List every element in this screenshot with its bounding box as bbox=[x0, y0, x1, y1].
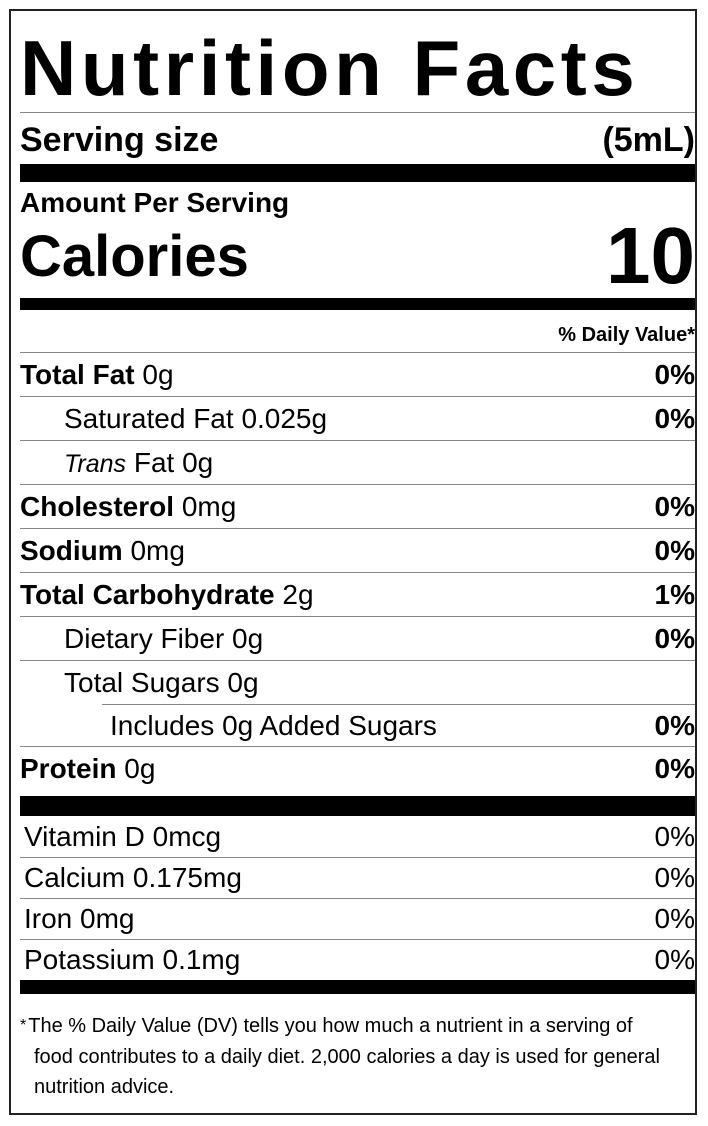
nutrient-row: Saturated Fat 0.025g 0% bbox=[20, 396, 695, 440]
nutrient-name: Cholesterol bbox=[20, 490, 175, 522]
nutrient-amount: 0g bbox=[124, 752, 156, 784]
nutrient-name-italic: Trans bbox=[64, 449, 127, 478]
nutrient-amount: 0g bbox=[142, 358, 174, 390]
vitamin-dv: 0% bbox=[654, 820, 695, 852]
nutrient: Total Sugars 0g bbox=[64, 667, 259, 699]
nutrient-dv: 0% bbox=[654, 402, 695, 434]
nutrient-name: Saturated Fat bbox=[64, 402, 234, 434]
nutrient-amount: 0g bbox=[227, 666, 259, 698]
nutrient-amount: 0mg bbox=[181, 490, 237, 522]
title: Nutrition Facts bbox=[20, 24, 640, 112]
nutrient-amount: 0.025g bbox=[241, 402, 328, 434]
vitamin-amount: 0mcg bbox=[152, 820, 222, 852]
nutrient-name: Added Sugars bbox=[259, 709, 437, 741]
thick-rule bbox=[20, 796, 695, 816]
amount-per-serving: Amount Per Serving bbox=[20, 187, 290, 218]
nutrient-row: Total Carbohydrate 2g 1% bbox=[20, 572, 695, 616]
vitamin: Calcium 0.175mg bbox=[24, 862, 242, 894]
nutrient: Cholesterol 0mg bbox=[20, 491, 236, 523]
nutrient: Saturated Fat 0.025g bbox=[64, 403, 327, 435]
calories-value: 10 bbox=[606, 211, 695, 300]
nutrient-amount: 2g bbox=[282, 578, 314, 610]
serving-value: (5mL) bbox=[602, 120, 695, 159]
footnote-marker: * bbox=[20, 1017, 27, 1034]
vitamin: Iron 0mg bbox=[24, 903, 135, 935]
nutrient-dv: 0% bbox=[654, 358, 695, 390]
nutrient-list: Total Fat 0g 0% Saturated Fat 0.025g 0% Tr… bbox=[20, 352, 695, 790]
nutrient-row: Protein 0g 0% bbox=[20, 746, 695, 790]
vitamin-amount: 0.175mg bbox=[132, 862, 242, 893]
serving-label: Serving size bbox=[20, 120, 219, 159]
nutrient-row: Total Fat 0g 0% bbox=[20, 352, 695, 396]
vitamin-row: Iron 0mg 0% bbox=[20, 898, 695, 939]
vitamin: Vitamin D 0mcg bbox=[24, 821, 221, 853]
vitamin-name: Calcium bbox=[24, 862, 126, 893]
footnote: * The % Daily Value (DV) tells you how mu… bbox=[20, 1011, 674, 1103]
vitamin-dv: 0% bbox=[654, 944, 695, 975]
thick-rule bbox=[20, 298, 695, 310]
nutrient-amount: 0g bbox=[222, 709, 254, 741]
nutrient: Total Carbohydrate 2g bbox=[20, 579, 314, 611]
nutrient: Trans Fat 0g bbox=[64, 447, 213, 479]
nutrient-dv: 0% bbox=[654, 534, 695, 566]
vitamin-dv: 0% bbox=[654, 903, 695, 934]
nutrient: Protein 0g bbox=[20, 753, 155, 785]
nutrient-row: Includes 0g Added Sugars 0% bbox=[102, 704, 695, 746]
nutrient-dv: 0% bbox=[654, 709, 695, 741]
rule bbox=[20, 112, 695, 113]
calories-row: Calories 10 bbox=[20, 211, 695, 300]
nutrient-amount: 0mg bbox=[130, 534, 185, 566]
calories-label: Calories bbox=[20, 223, 249, 289]
nutrient: Includes 0g Added Sugars bbox=[110, 710, 437, 742]
nutrient: Dietary Fiber 0g bbox=[64, 623, 263, 655]
vitamin: Potassium 0.1mg bbox=[24, 944, 240, 976]
vitamin-name: Potassium bbox=[24, 944, 155, 975]
nutrient-name: Protein bbox=[20, 752, 117, 784]
nutrient-amount: 0g bbox=[182, 446, 214, 478]
nutrient-prefix: Includes bbox=[110, 709, 215, 741]
nutrient-name: Fat bbox=[133, 446, 175, 478]
nutrient: Sodium 0mg bbox=[20, 535, 185, 567]
nutrient-name: Total Carbohydrate bbox=[20, 578, 275, 610]
dv-header-text: % Daily Value* bbox=[558, 323, 695, 346]
thick-rule bbox=[20, 164, 695, 182]
nutrient-dv: 0% bbox=[654, 490, 695, 522]
footnote-text: The % Daily Value (DV) tells you how muc… bbox=[28, 1015, 660, 1098]
serving-row: Serving size (5mL) bbox=[20, 115, 695, 165]
nutrient-row: Sodium 0mg 0% bbox=[20, 528, 695, 572]
vitamin-row: Calcium 0.175mg 0% bbox=[20, 857, 695, 898]
nutrient-row: Total Sugars 0g bbox=[20, 660, 695, 704]
vitamin-row: Potassium 0.1mg 0% bbox=[20, 939, 695, 980]
vitamin-name: Iron bbox=[24, 903, 73, 934]
nutrient-amount: 0g bbox=[232, 622, 264, 654]
nutrient-dv: 0% bbox=[654, 622, 695, 654]
vitamin-dv: 0% bbox=[654, 862, 695, 893]
nutrient-name: Total Fat bbox=[20, 358, 135, 390]
vitamin-row: Vitamin D 0mcg 0% bbox=[20, 816, 695, 857]
nutrient-row: Trans Fat 0g bbox=[20, 440, 695, 484]
nutrient-dv: 0% bbox=[654, 752, 695, 784]
vitamin-amount: 0.1mg bbox=[162, 944, 241, 975]
vitamin-name: Vitamin D bbox=[24, 820, 145, 852]
vitamin-amount: 0mg bbox=[80, 903, 135, 934]
nutrient-name: Dietary Fiber bbox=[64, 622, 225, 654]
thick-rule bbox=[20, 980, 695, 994]
nutrient-name: Total Sugars bbox=[64, 666, 220, 698]
nutrient: Total Fat 0g bbox=[20, 359, 174, 391]
vitamin-list: Vitamin D 0mcg 0% Calcium 0.175mg 0% Iron … bbox=[20, 816, 695, 980]
nutrient-row: Dietary Fiber 0g 0% bbox=[20, 616, 695, 660]
nutrient-dv: 1% bbox=[654, 578, 695, 610]
nutrient-name: Sodium bbox=[20, 534, 123, 566]
nutrition-label: Nutrition Facts Serving size (5mL) Amoun… bbox=[9, 9, 697, 1115]
dv-header: % Daily Value* bbox=[20, 317, 695, 353]
nutrient-row: Cholesterol 0mg 0% bbox=[20, 484, 695, 528]
